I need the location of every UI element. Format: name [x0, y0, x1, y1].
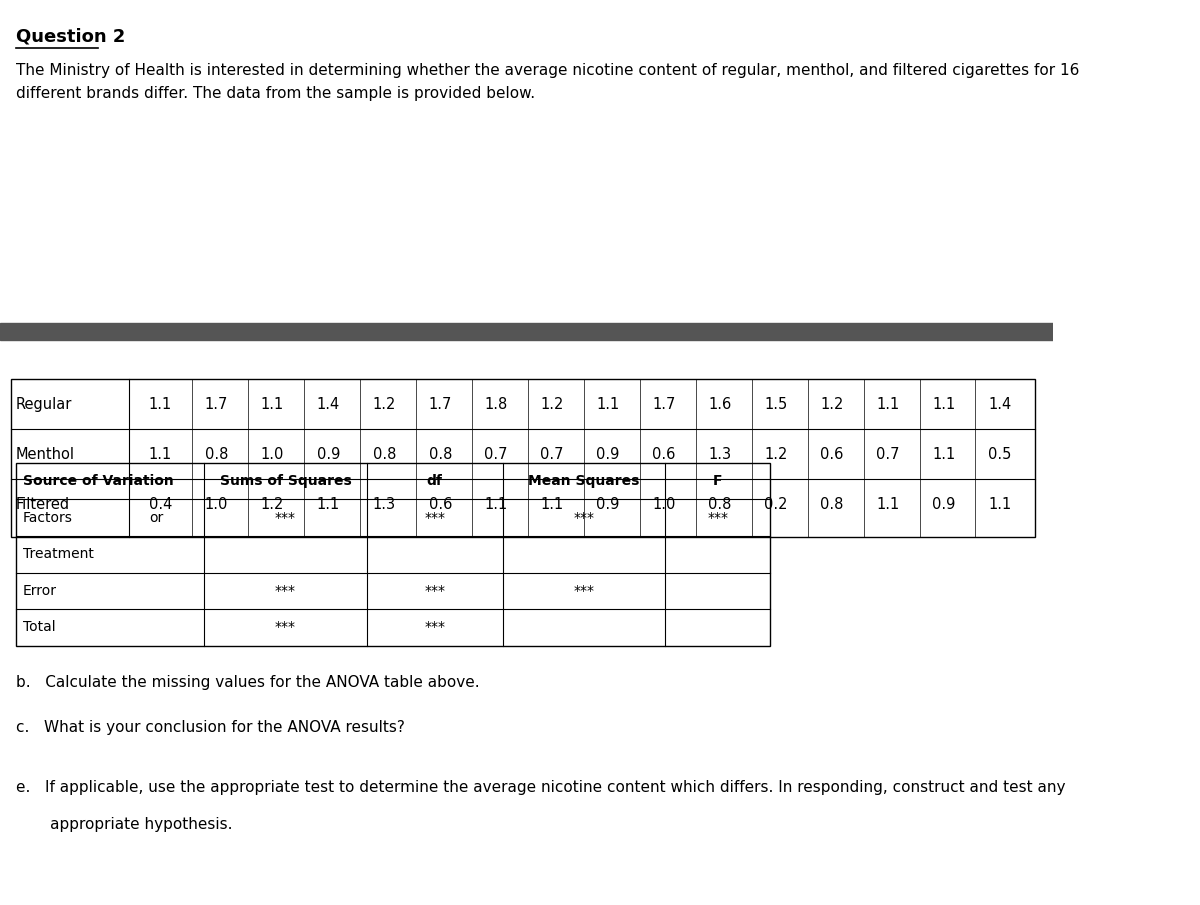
Text: 1.1: 1.1	[317, 497, 340, 511]
Text: 1.1: 1.1	[596, 396, 620, 412]
Text: Question 2: Question 2	[16, 27, 125, 45]
Text: 0.8: 0.8	[205, 446, 228, 462]
Text: 0.7: 0.7	[876, 446, 900, 462]
Text: The Ministry of Health is interested in determining whether the average nicotine: The Ministry of Health is interested in …	[16, 63, 1079, 100]
Text: 0.8: 0.8	[428, 446, 452, 462]
Text: 1.1: 1.1	[876, 497, 900, 511]
Text: ***: ***	[275, 620, 296, 634]
Text: Regular: Regular	[16, 396, 72, 412]
Text: 1.5: 1.5	[764, 396, 787, 412]
Text: 1.7: 1.7	[205, 396, 228, 412]
Text: 1.1: 1.1	[876, 396, 900, 412]
Text: 1.1: 1.1	[540, 497, 564, 511]
Text: 1.1: 1.1	[932, 396, 955, 412]
Text: 1.4: 1.4	[317, 396, 340, 412]
Text: 1.1: 1.1	[260, 396, 284, 412]
Text: b.   Calculate the missing values for the ANOVA table above.: b. Calculate the missing values for the …	[16, 675, 480, 690]
Text: 0.8: 0.8	[708, 497, 732, 511]
Text: ***: ***	[574, 510, 594, 525]
Text: ***: ***	[275, 584, 296, 597]
Text: Treatment: Treatment	[23, 548, 94, 561]
Text: 1.0: 1.0	[260, 446, 284, 462]
Text: df: df	[427, 474, 443, 489]
Text: 1.0: 1.0	[653, 497, 676, 511]
Text: 1.6: 1.6	[708, 396, 732, 412]
Text: ***: ***	[424, 584, 445, 597]
Text: ***: ***	[424, 620, 445, 634]
Bar	[0, 322, 1052, 340]
Text: 0.5: 0.5	[989, 446, 1012, 462]
Text: or: or	[149, 510, 163, 525]
Text: 0.8: 0.8	[821, 497, 844, 511]
Text: 0.9: 0.9	[317, 446, 340, 462]
Text: 0.6: 0.6	[428, 497, 452, 511]
Text: 0.4: 0.4	[149, 497, 172, 511]
Text: 1.2: 1.2	[373, 396, 396, 412]
Text: Sums of Squares: Sums of Squares	[220, 474, 352, 489]
Text: 1.1: 1.1	[932, 446, 955, 462]
Text: 1.3: 1.3	[708, 446, 732, 462]
Text: 1.0: 1.0	[205, 497, 228, 511]
Bar	[16, 463, 770, 645]
Text: Factors: Factors	[23, 510, 73, 525]
Text: 1.1: 1.1	[989, 497, 1012, 511]
Text: 0.8: 0.8	[373, 446, 396, 462]
Text: 1.2: 1.2	[821, 396, 844, 412]
Text: 0.7: 0.7	[540, 446, 564, 462]
Text: e.   If applicable, use the appropriate test to determine the average nicotine c: e. If applicable, use the appropriate te…	[16, 780, 1066, 795]
Text: 1.7: 1.7	[653, 396, 676, 412]
Text: ***: ***	[574, 584, 594, 597]
Text: Source of Variation: Source of Variation	[23, 474, 174, 489]
Text: 0.7: 0.7	[485, 446, 508, 462]
Text: 0.6: 0.6	[821, 446, 844, 462]
Text: Mean Squares: Mean Squares	[528, 474, 640, 489]
Text: ***: ***	[707, 510, 728, 525]
Text: 1.1: 1.1	[485, 497, 508, 511]
Text: Total: Total	[23, 620, 55, 634]
Text: 0.9: 0.9	[932, 497, 955, 511]
Text: F: F	[713, 474, 722, 489]
Text: 1.1: 1.1	[149, 446, 172, 462]
Text: Filtered: Filtered	[16, 497, 70, 511]
Text: Menthol: Menthol	[16, 446, 74, 462]
Text: 1.2: 1.2	[540, 396, 564, 412]
Text: 1.4: 1.4	[989, 396, 1012, 412]
Text: 1.1: 1.1	[149, 396, 172, 412]
Text: ***: ***	[275, 510, 296, 525]
Text: 0.6: 0.6	[653, 446, 676, 462]
Text: 0.9: 0.9	[596, 497, 620, 511]
Bar	[11, 379, 1034, 537]
Text: c.   What is your conclusion for the ANOVA results?: c. What is your conclusion for the ANOVA…	[16, 720, 404, 735]
Text: 1.2: 1.2	[260, 497, 284, 511]
Text: 1.3: 1.3	[373, 497, 396, 511]
Text: 1.7: 1.7	[428, 396, 452, 412]
Text: 0.2: 0.2	[764, 497, 788, 511]
Text: Error: Error	[23, 584, 56, 597]
Text: 1.2: 1.2	[764, 446, 787, 462]
Text: ***: ***	[424, 510, 445, 525]
Text: 1.8: 1.8	[485, 396, 508, 412]
Text: 0.9: 0.9	[596, 446, 620, 462]
Text: appropriate hypothesis.: appropriate hypothesis.	[16, 817, 233, 832]
